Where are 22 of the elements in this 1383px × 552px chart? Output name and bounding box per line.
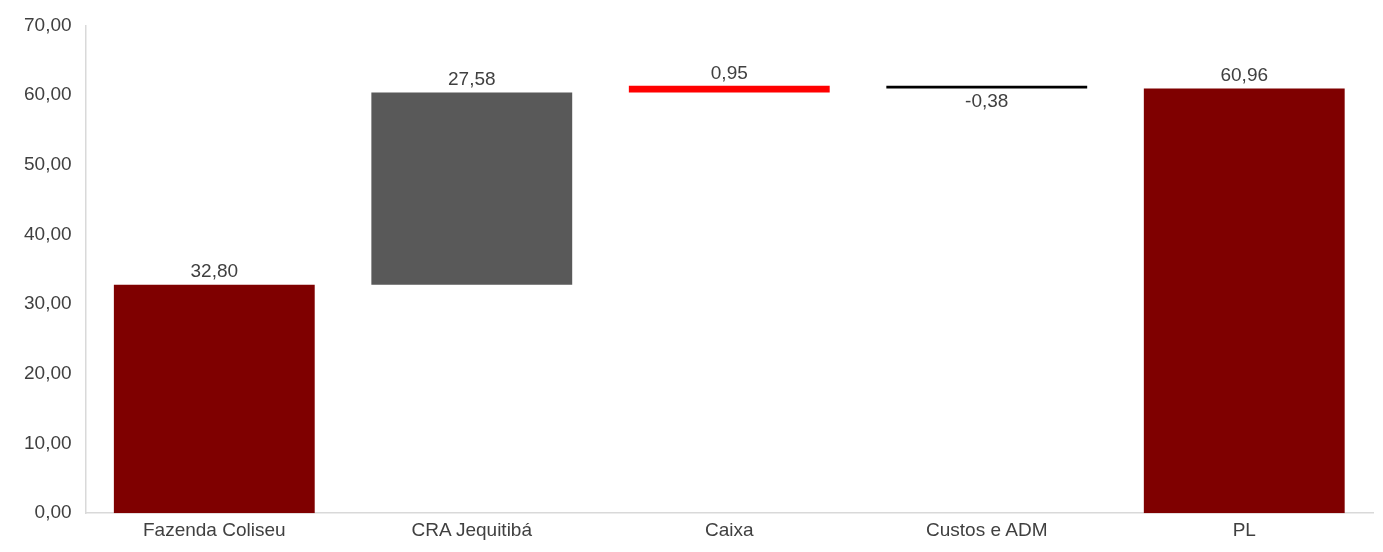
- bar: [1143, 88, 1345, 514]
- y-tick-label: 50,00: [24, 153, 72, 175]
- x-tick-label: Caixa: [704, 518, 754, 540]
- x-tick-label: PL: [1232, 518, 1256, 540]
- y-tick-label: 70,00: [24, 13, 72, 35]
- y-tick-label: 20,00: [24, 362, 72, 384]
- y-tick-label: 10,00: [24, 431, 72, 453]
- bar: [113, 284, 315, 514]
- x-tick-label: Custos e ADM: [926, 518, 1048, 540]
- data-label: 27,58: [448, 68, 496, 90]
- data-label: -0,38: [965, 89, 1009, 111]
- y-tick-label: 60,00: [24, 83, 72, 105]
- data-label: 60,96: [1220, 64, 1269, 86]
- y-tick-label: 30,00: [24, 292, 72, 314]
- x-tick-label: Fazenda Coliseu: [142, 518, 286, 540]
- bar: [371, 92, 573, 285]
- y-tick-label: 40,00: [24, 222, 72, 244]
- bar: [628, 85, 830, 93]
- x-tick-label: CRA Jequitibá: [411, 518, 533, 540]
- data-label: 0,95: [710, 61, 748, 83]
- y-tick-label: 0,00: [34, 501, 72, 523]
- data-label: 32,80: [190, 260, 239, 282]
